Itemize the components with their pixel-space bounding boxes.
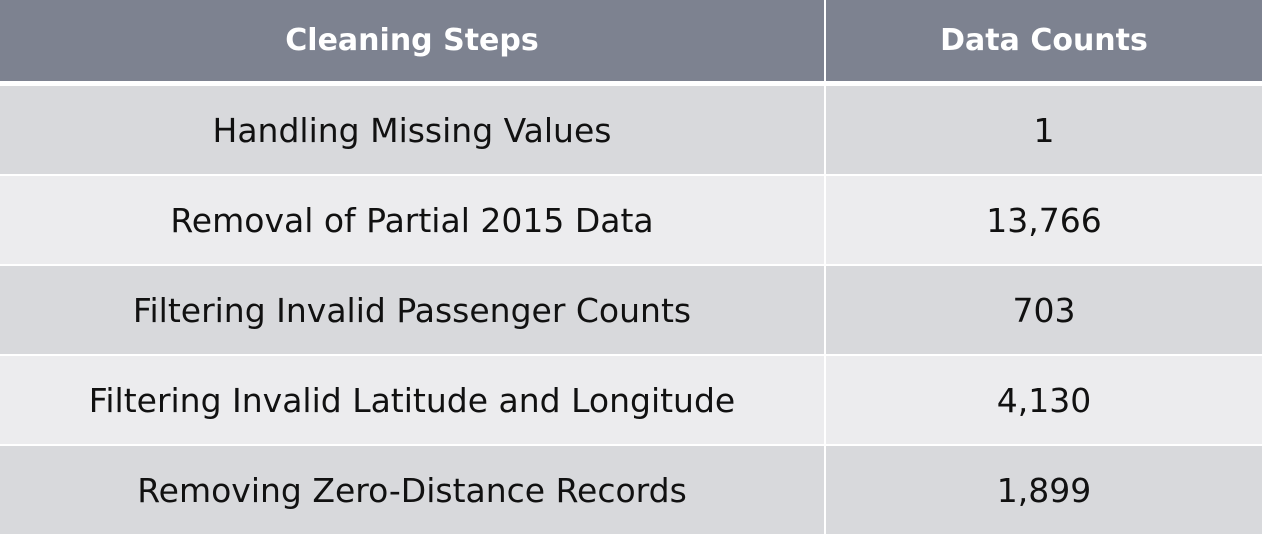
header-row: Cleaning Steps Data Counts xyxy=(0,0,1262,86)
step-cell: Filtering Invalid Passenger Counts xyxy=(0,265,826,356)
table-header: Cleaning Steps Data Counts xyxy=(0,0,1262,86)
header-cleaning-steps: Cleaning Steps xyxy=(0,0,826,86)
step-cell: Filtering Invalid Latitude and Longitude xyxy=(0,355,826,446)
count-cell: 703 xyxy=(825,265,1262,356)
table-row: Filtering Invalid Latitude and Longitude… xyxy=(0,355,1262,446)
table-body: Handling Missing Values 1 Removal of Par… xyxy=(0,83,1262,536)
table-row: Filtering Invalid Passenger Counts 703 xyxy=(0,265,1262,356)
table-row: Removing Zero-Distance Records 1,899 xyxy=(0,445,1262,536)
table-row: Removal of Partial 2015 Data 13,766 xyxy=(0,175,1262,266)
step-cell: Handling Missing Values xyxy=(0,83,826,176)
count-cell: 4,130 xyxy=(825,355,1262,446)
table-row: Handling Missing Values 1 xyxy=(0,83,1262,176)
count-cell: 1 xyxy=(825,83,1262,176)
count-cell: 13,766 xyxy=(825,175,1262,266)
count-cell: 1,899 xyxy=(825,445,1262,536)
step-cell: Removing Zero-Distance Records xyxy=(0,445,826,536)
header-data-counts: Data Counts xyxy=(825,0,1262,86)
step-cell: Removal of Partial 2015 Data xyxy=(0,175,826,266)
